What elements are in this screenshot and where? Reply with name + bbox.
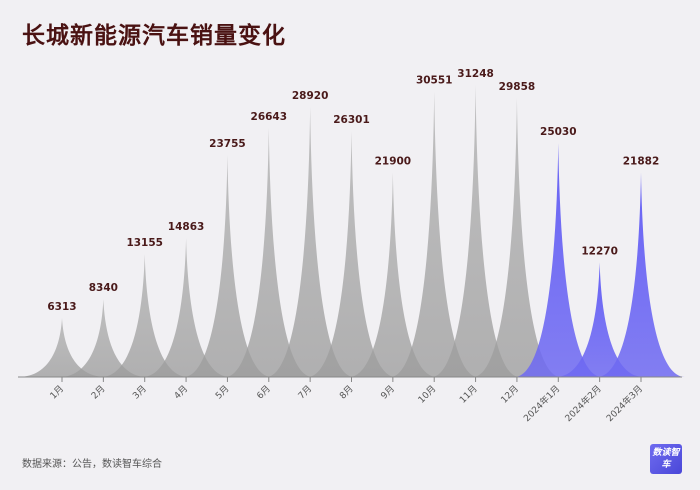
peak-9月: [348, 172, 437, 377]
data-label: 6313: [47, 301, 76, 313]
peak-11月: [431, 85, 520, 377]
data-label: 13155: [126, 237, 163, 249]
x-axis-ticks: 1月 2月 3月 4月 5月 6月 7月 8月 9月 10月 11月 12月 2024年1月 2024年2…: [48, 377, 645, 424]
x-tick-label: 7月: [296, 383, 314, 401]
x-tick-label: 3月: [131, 383, 149, 401]
brand-logo: 数读智车: [650, 444, 682, 474]
peak-10月: [390, 91, 479, 377]
data-label: 28920: [292, 90, 329, 102]
peak-8月: [307, 131, 396, 377]
data-label: 21882: [623, 156, 660, 168]
x-tick-label: 12月: [499, 383, 521, 405]
peak-series: [18, 85, 685, 378]
peak-12月: [472, 97, 561, 378]
x-tick-label: 8月: [337, 383, 355, 401]
chart-title: 长城新能源汽车销量变化: [22, 23, 286, 49]
data-source-note: 数据来源：公告，数读智车综合: [22, 459, 162, 470]
x-tick-label: 2024年2月: [562, 383, 603, 424]
data-label: 21900: [375, 155, 412, 167]
data-label: 23755: [209, 138, 246, 150]
x-tick-label: 5月: [213, 383, 231, 401]
x-tick-label: 6月: [255, 383, 273, 401]
peak-7月: [266, 106, 355, 378]
data-label: 31248: [457, 68, 494, 80]
x-tick-label: 2024年3月: [604, 383, 645, 424]
peak-5月: [183, 155, 272, 377]
x-tick-label: 11月: [457, 383, 479, 405]
data-label: 26301: [333, 114, 370, 126]
peak-2024年3月: [597, 172, 685, 377]
x-tick-label: 2024年1月: [521, 383, 562, 424]
peak-1月: [18, 318, 106, 377]
x-tick-label: 1月: [48, 383, 66, 401]
x-tick-label: 4月: [172, 383, 190, 401]
data-label: 29858: [499, 81, 536, 93]
data-label: 12270: [581, 245, 618, 257]
data-label: 8340: [89, 282, 118, 294]
peak-2024年2月: [555, 262, 644, 377]
peak-2月: [59, 299, 148, 377]
peak-3月: [100, 254, 189, 377]
x-tick-label: 2月: [89, 383, 107, 401]
x-tick-label: 9月: [379, 383, 397, 401]
peak-4月: [142, 238, 231, 377]
data-label: 14863: [168, 221, 205, 233]
data-label: 25030: [540, 126, 577, 138]
peak-6月: [224, 128, 313, 377]
data-label: 26643: [251, 111, 288, 123]
data-label: 30551: [416, 75, 453, 87]
data-labels: 6313 8340 13155 14863 23755 26643 28920 26301 21…: [47, 68, 659, 313]
peak-2024年1月: [514, 143, 603, 377]
x-tick-label: 10月: [416, 383, 438, 405]
